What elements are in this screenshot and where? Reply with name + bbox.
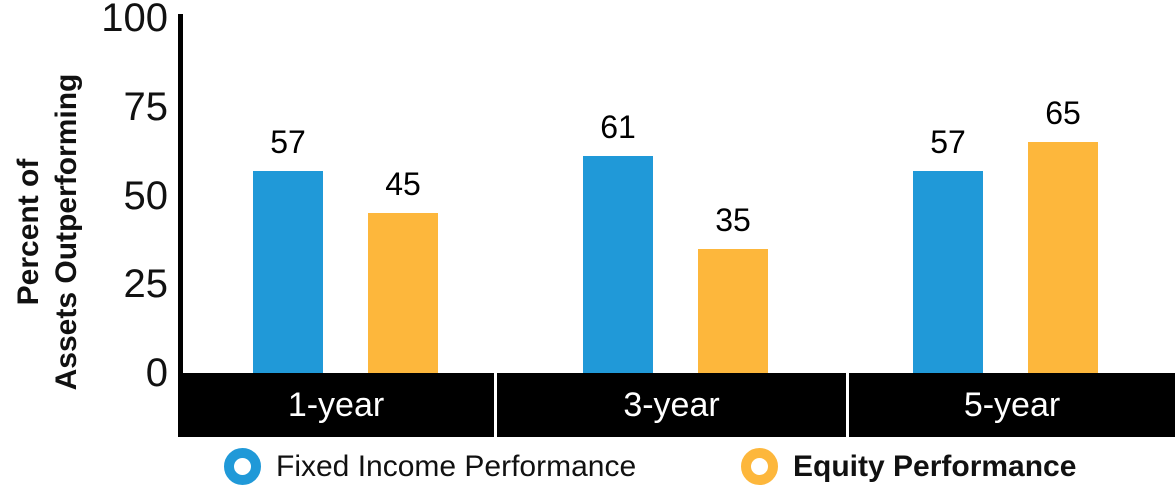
y-tick-label-0: 0 [145,351,168,395]
x-axis-band [178,373,1175,437]
y-tick-label-25: 25 [123,262,169,307]
bar-value-label-equity-performance-1-year: 45 [385,166,421,202]
bar-value-label-equity-performance-5-year: 65 [1045,95,1081,131]
legend-item-fixed-income-performance: Fixed Income Performance [224,448,636,485]
bar-equity-performance-3-year [698,249,768,373]
y-tick-label-100: 100 [101,0,168,40]
x-category-label-5-year: 5-year [963,386,1061,424]
x-category-label-1-year: 1-year [287,386,385,424]
y-tick-label-75: 75 [123,84,169,129]
band-separator-2 [846,373,849,437]
bar-value-label-fixed-income-performance-3-year: 61 [600,109,636,145]
bar-equity-performance-5-year [1028,142,1098,373]
legend-label-equity-performance: Equity Performance [793,450,1077,483]
legend-ring-icon-equity-performance [741,448,778,485]
y-tick-label-50: 50 [123,173,169,218]
bar-value-label-fixed-income-performance-5-year: 57 [930,124,966,160]
legend-ring-icon-fixed-income-performance [224,448,261,485]
x-category-label-3-year: 3-year [623,386,720,424]
y-axis-line [178,14,183,437]
bar-fixed-income-performance-3-year [583,156,653,373]
y-axis-title-line1: Percent of [12,158,45,306]
legend-label-fixed-income-performance: Fixed Income Performance [276,450,637,483]
legend-item-equity-performance: Equity Performance [741,448,1076,485]
bar-fixed-income-performance-1-year [253,171,323,373]
band-separator-1 [494,373,497,437]
bar-value-label-fixed-income-performance-1-year: 57 [270,124,306,160]
bar-fixed-income-performance-5-year [913,171,983,373]
bar-equity-performance-1-year [368,213,438,373]
bar-value-label-equity-performance-3-year: 35 [715,202,751,238]
